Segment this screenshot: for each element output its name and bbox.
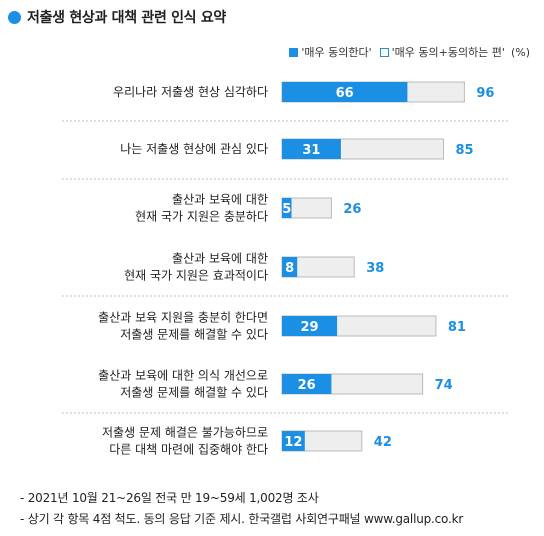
category-label-3: 출산과 보육에 대한 현재 국가 지원은 효과적이다 <box>124 252 268 283</box>
category-label-0: 우리나라 저출생 현상 심각하다 <box>113 85 268 99</box>
bullet-icon <box>8 10 21 24</box>
category-label-2: 출산과 보육에 대한 현재 국가 지원은 충분하다 <box>135 193 268 224</box>
bar-strong-6 <box>282 431 305 451</box>
category-label-4: 출산과 보육 지원을 충분히 한다면 저출생 문제를 해결할 수 있다 <box>98 311 268 342</box>
category-label-1: 나는 저출생 현상에 관심 있다 <box>120 142 268 156</box>
bar-strong-4 <box>282 316 338 336</box>
legend-unit: (%) <box>510 45 530 59</box>
label-total-6: 42 <box>374 435 392 450</box>
bar-strong-3 <box>282 257 298 277</box>
label-strong-1: 31 <box>302 143 320 158</box>
chart-title: 저출생 현상과 대책 관련 인식 요약 <box>8 6 226 28</box>
footnote-survey: - 2021년 10월 21~26일 전국 만 19~59세 1,002명 조사 <box>20 491 319 505</box>
label-strong-5: 26 <box>298 378 316 393</box>
label-total-0: 96 <box>476 86 494 101</box>
bar-strong-0 <box>282 82 408 102</box>
label-total-1: 85 <box>456 143 474 158</box>
label-strong-0: 66 <box>336 86 354 101</box>
legend-total-label: '매우 동의+동의하는 편' <box>391 46 505 59</box>
label-total-3: 38 <box>366 261 384 276</box>
label-total-4: 81 <box>448 320 466 335</box>
bar-strong-1 <box>282 139 341 159</box>
label-strong-2: 5 <box>282 202 291 217</box>
label-total-5: 74 <box>435 378 453 393</box>
label-strong-6: 12 <box>284 435 302 450</box>
legend-strong-swatch <box>289 47 299 57</box>
label-total-2: 26 <box>343 202 361 217</box>
category-label-6: 저출생 문제 해결은 불가능하므로 다른 대책 마련에 집중해야 한다 <box>102 426 268 457</box>
label-strong-4: 29 <box>301 320 319 335</box>
footnote-method: - 상기 각 항목 4점 척도. 동의 응답 기준 제시. 한국갤럽 사회연구패… <box>20 512 464 526</box>
category-label-5: 출산과 보육에 대한 의식 개선으로 저출생 문제를 해결할 수 있다 <box>98 369 268 400</box>
legend: '매우 동의한다' '매우 동의+동의하는 편' (%) <box>281 44 530 60</box>
bar-strong-5 <box>282 374 332 394</box>
footnotes: - 2021년 10월 21~26일 전국 만 19~59세 1,002명 조사… <box>20 488 463 530</box>
bar-strong-2 <box>282 198 292 218</box>
legend-strong-label: '매우 동의한다' <box>301 46 372 59</box>
chart-title-text: 저출생 현상과 대책 관련 인식 요약 <box>27 10 226 26</box>
legend-total-swatch <box>379 47 389 57</box>
label-strong-3: 8 <box>285 261 294 276</box>
